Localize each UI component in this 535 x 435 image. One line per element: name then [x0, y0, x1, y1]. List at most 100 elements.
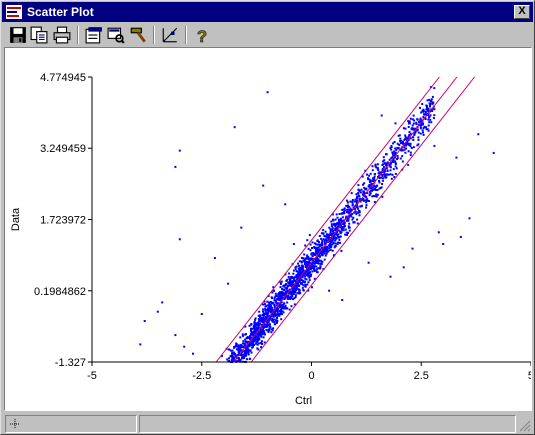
data-point — [252, 340, 255, 343]
close-button[interactable]: X — [514, 5, 530, 19]
data-point — [269, 316, 272, 319]
data-point — [289, 284, 292, 287]
data-point — [359, 200, 362, 203]
data-point — [307, 274, 310, 277]
view-icon[interactable] — [107, 26, 125, 44]
data-point — [419, 106, 421, 109]
data-point — [254, 331, 257, 334]
data-point — [244, 343, 247, 346]
x-tick-label: 0 — [308, 370, 314, 382]
data-point — [409, 151, 412, 154]
data-point — [280, 280, 283, 283]
properties-icon[interactable] — [85, 26, 103, 44]
data-point — [311, 265, 314, 268]
data-point — [399, 137, 402, 140]
data-point — [300, 260, 303, 263]
data-point — [343, 221, 346, 224]
data-point — [369, 192, 372, 195]
data-point — [309, 265, 312, 268]
data-point — [263, 326, 265, 329]
data-point — [250, 323, 253, 326]
data-point — [393, 150, 396, 153]
data-point — [271, 314, 274, 317]
data-point — [424, 113, 426, 116]
data-point — [318, 252, 321, 255]
data-point — [282, 289, 285, 292]
data-point — [419, 132, 422, 135]
data-point — [231, 356, 234, 359]
data-point — [247, 350, 250, 353]
data-point — [343, 222, 346, 225]
data-point — [270, 331, 273, 334]
data-point — [257, 327, 260, 330]
resize-grip-icon[interactable] — [517, 418, 531, 432]
data-point — [257, 337, 260, 340]
data-point — [279, 281, 282, 284]
data-point — [412, 139, 415, 141]
data-point — [270, 306, 272, 309]
data-point — [357, 188, 360, 191]
data-point — [267, 301, 270, 304]
data-point — [396, 146, 399, 149]
data-point — [303, 253, 306, 256]
data-point — [369, 189, 372, 192]
data-point — [231, 358, 234, 361]
data-point — [346, 201, 349, 204]
data-point — [352, 221, 355, 224]
data-point — [395, 148, 398, 151]
data-point — [139, 343, 142, 346]
hammer-icon[interactable] — [129, 26, 147, 44]
data-point — [304, 266, 307, 268]
data-point — [284, 290, 287, 293]
y-axis-label: Data — [10, 207, 22, 231]
data-point — [358, 214, 361, 217]
data-point — [347, 225, 350, 228]
data-point — [442, 243, 445, 245]
data-point — [416, 144, 419, 147]
data-point — [364, 188, 367, 191]
data-point — [240, 352, 243, 355]
data-point — [409, 142, 412, 145]
data-point — [313, 277, 316, 280]
data-point — [236, 345, 239, 348]
data-point — [254, 317, 257, 320]
data-point — [317, 248, 320, 251]
data-point — [325, 250, 328, 253]
print-icon[interactable] — [53, 26, 71, 44]
data-point — [274, 315, 276, 317]
plot-area[interactable]: -1.327 0.1984862 1.723972 3.249459 4.774945 -… — [4, 47, 534, 411]
help-icon[interactable]: ? — [193, 26, 211, 44]
data-point — [277, 295, 280, 298]
data-point — [366, 192, 369, 195]
data-point — [238, 359, 241, 362]
data-point — [324, 254, 327, 257]
data-point — [390, 157, 393, 160]
data-point — [307, 275, 310, 278]
data-point — [397, 146, 400, 149]
svg-text:?: ? — [197, 27, 207, 44]
data-point — [266, 300, 269, 303]
data-point — [433, 87, 436, 90]
data-point — [326, 236, 329, 239]
save-icon[interactable] — [9, 26, 27, 44]
copy-icon[interactable] — [30, 26, 48, 44]
data-point — [246, 341, 249, 344]
data-point — [240, 343, 243, 346]
data-point — [358, 197, 361, 200]
data-point — [285, 295, 288, 298]
data-point — [409, 117, 412, 120]
scatter-chart[interactable]: -1.327 0.1984862 1.723972 3.249459 4.774945 -… — [5, 48, 534, 410]
fit-line-upper — [215, 76, 440, 363]
data-point — [437, 231, 440, 234]
data-point — [366, 173, 368, 176]
data-point — [273, 323, 276, 326]
data-point — [252, 330, 255, 333]
data-point — [300, 279, 303, 282]
title-bar[interactable]: Scatter Plot X — [2, 2, 533, 22]
data-point — [301, 264, 304, 267]
select-tool-icon[interactable] — [161, 26, 179, 44]
data-point — [280, 282, 282, 285]
data-point — [311, 241, 314, 244]
data-point — [245, 348, 248, 351]
data-point — [308, 276, 311, 279]
